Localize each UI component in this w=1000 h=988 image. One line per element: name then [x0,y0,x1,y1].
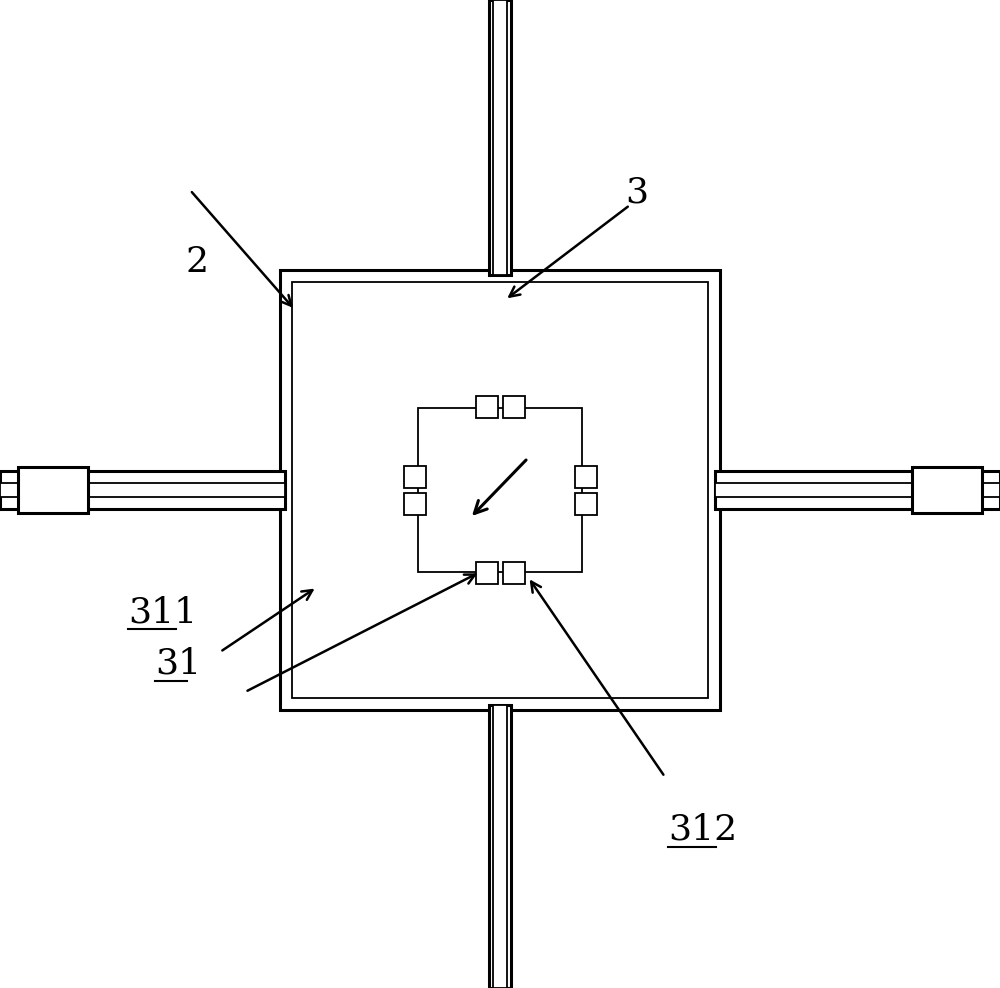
Bar [280,270,720,710]
Text: 311: 311 [128,596,197,629]
Bar [476,396,498,418]
Text: 31: 31 [155,647,201,681]
Text: 2: 2 [185,245,208,279]
Bar [715,471,1000,509]
Bar [493,0,507,275]
Bar [489,0,511,275]
Text: 3: 3 [625,176,648,209]
Bar [493,705,507,988]
Bar [0,483,285,497]
Bar [18,467,88,513]
Bar [418,408,582,572]
Bar [503,562,524,584]
Bar [503,396,524,418]
Bar [574,465,596,487]
Bar [574,492,596,515]
Bar [428,418,572,562]
Bar [0,471,285,509]
Text: 312: 312 [668,813,737,847]
Bar [292,282,708,698]
Bar [912,467,982,513]
Bar [404,465,426,487]
Bar [489,705,511,988]
Bar [476,562,498,584]
Bar [715,483,1000,497]
Bar [404,492,426,515]
